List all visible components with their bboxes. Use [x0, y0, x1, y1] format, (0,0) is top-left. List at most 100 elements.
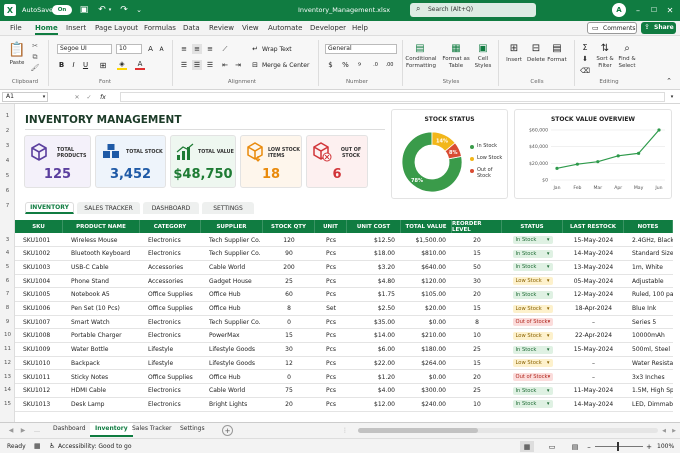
delete-cells-icon[interactable]: ⊟ [531, 42, 541, 54]
table-cell[interactable]: 10 [473, 400, 481, 408]
table-cell[interactable]: $20.00 [425, 305, 446, 312]
share-button[interactable]: ⇪ Share [641, 22, 676, 34]
table-cell[interactable]: SKU1012 [23, 387, 51, 395]
row-number[interactable]: 6 [5, 277, 10, 284]
table-cell[interactable]: Lifestyle Goods [209, 346, 256, 354]
align-right-icon[interactable]: ☰ [206, 61, 214, 69]
decrease-indent-icon[interactable]: ⇤ [222, 61, 228, 69]
tab-developer[interactable]: Developer [310, 24, 347, 32]
row-number[interactable]: 4 [5, 250, 10, 257]
table-cell[interactable]: 10000mAh [632, 332, 665, 340]
table-cell[interactable]: SKU1001 [23, 236, 51, 244]
row-number[interactable]: 7 [5, 291, 10, 298]
table-cell[interactable]: Tech Supplier Co. [209, 318, 261, 326]
scrollbar-thumb[interactable] [358, 428, 478, 433]
table-cell[interactable]: 12 [285, 359, 293, 367]
font-color-icon[interactable]: A [135, 60, 145, 70]
macro-record-icon[interactable]: ▦ [34, 442, 41, 450]
format-cells-icon[interactable]: ▤ [552, 42, 562, 54]
undo-dropdown-icon[interactable]: ▾ [108, 7, 112, 13]
table-cell[interactable]: 20 [473, 373, 481, 381]
table-cell[interactable]: – [592, 373, 595, 381]
table-row[interactable]: SKU1007 Smart Watch Electronics Tech Suppli… [15, 316, 673, 330]
table-row[interactable]: SKU1011 Sticky Notes Office Supplies Office… [15, 371, 673, 385]
user-avatar[interactable]: A [612, 3, 626, 17]
zoom-out-icon[interactable]: – [587, 442, 591, 451]
tab-view[interactable]: View [242, 24, 259, 32]
table-cell[interactable]: In Stock ▾ [502, 343, 563, 356]
table-cell[interactable]: 11-May-2024 [573, 387, 614, 395]
tab-page-layout[interactable]: Page Layout [95, 24, 138, 32]
table-cell[interactable]: $12.00 [374, 400, 395, 408]
worksheet-tab-inventory[interactable]: Inventory [90, 423, 133, 437]
increase-decimal-icon[interactable]: .0 [373, 62, 378, 68]
table-cell[interactable]: $640.00 [421, 263, 446, 271]
maximize-icon[interactable]: ☐ [650, 6, 658, 14]
table-cell[interactable]: Sticky Notes [71, 373, 109, 381]
table-cell[interactable]: 20 [285, 400, 293, 408]
table-cell[interactable]: 0 [287, 373, 291, 381]
status-dropdown-icon[interactable]: ▾ [546, 278, 550, 285]
row-number[interactable]: 8 [5, 305, 10, 311]
redo-icon[interactable]: ↷ [120, 5, 128, 15]
table-cell[interactable]: Pcs [325, 236, 337, 244]
table-cell[interactable]: Smart Watch [71, 318, 110, 326]
table-cell[interactable]: Pcs [325, 263, 337, 271]
column-header[interactable]: STATUS [502, 220, 563, 233]
bold-icon[interactable]: B [58, 61, 65, 69]
name-box[interactable]: A1 [2, 92, 48, 102]
conditional-formatting-icon[interactable]: ▤ [415, 42, 425, 54]
row-number[interactable]: 3 [5, 236, 10, 243]
table-cell[interactable]: Office Supplies [148, 373, 193, 381]
table-cell[interactable]: Desk Lamp [71, 400, 105, 408]
table-cell[interactable]: Cable World [209, 387, 246, 395]
table-cell[interactable]: SKU1013 [23, 400, 51, 408]
status-dropdown-icon[interactable]: ▾ [546, 250, 550, 257]
row-number[interactable]: 7 [5, 203, 10, 209]
table-cell[interactable]: SKU1010 [23, 359, 51, 367]
table-cell[interactable]: In Stock ▾ [502, 234, 563, 247]
column-header[interactable]: CATEGORY [140, 220, 201, 233]
table-cell[interactable]: 1.5M, High Speed [632, 387, 673, 395]
table-cell[interactable]: $14.00 [374, 332, 395, 340]
status-badge[interactable]: Low Stock ▾ [512, 359, 553, 368]
data-point[interactable] [616, 154, 620, 158]
table-cell[interactable]: 75 [285, 387, 293, 395]
normal-view-icon[interactable]: ▦ [520, 441, 534, 452]
table-cell[interactable]: SKU1011 [23, 373, 51, 381]
fill-icon[interactable]: ⬇ [582, 55, 588, 63]
column-header[interactable]: REORDER LEVEL [452, 220, 502, 233]
table-cell[interactable]: 60 [285, 291, 293, 299]
font-name-select[interactable]: Segoe UI [57, 44, 112, 54]
status-badge[interactable]: In Stock ▾ [512, 386, 553, 395]
table-cell[interactable]: $35.00 [374, 318, 395, 326]
table-cell[interactable]: Pcs [325, 277, 337, 285]
table-cell[interactable]: 18-Apr-2024 [574, 305, 613, 312]
table-row[interactable]: SKU1010 Backpack Lifestyle Lifestyle Goods 1… [15, 357, 673, 371]
table-cell[interactable]: Pcs [325, 400, 337, 408]
table-cell[interactable]: $0.00 [428, 373, 446, 381]
scroll-right-icon[interactable]: ▶ [672, 427, 676, 434]
table-cell[interactable]: 13-May-2024 [573, 263, 614, 271]
table-cell[interactable]: $6.00 [377, 346, 395, 354]
table-cell[interactable]: 8 [475, 318, 479, 326]
data-point[interactable] [596, 160, 600, 164]
table-cell[interactable]: $105.00 [421, 291, 446, 299]
cancel-entry-icon[interactable]: ✕ [74, 93, 80, 101]
column-header[interactable]: UNIT COST [347, 220, 401, 233]
search-box[interactable]: ⌕ Search (Alt+Q) [410, 3, 536, 17]
column-header[interactable]: TOTAL VALUE [401, 220, 452, 233]
page-layout-view-icon[interactable]: ▭ [548, 442, 556, 451]
find-select-button[interactable]: Find & Select [618, 56, 636, 69]
row-number[interactable]: 4 [5, 158, 10, 164]
table-cell[interactable]: Tech Supplier Co. [209, 250, 261, 258]
merge-center-button[interactable]: Merge & Center [262, 62, 310, 69]
table-cell[interactable]: Low Stock ▾ [502, 275, 563, 288]
table-cell[interactable]: 90 [285, 250, 293, 258]
table-cell[interactable]: 0 [287, 318, 291, 326]
table-cell[interactable]: $2.50 [377, 305, 395, 312]
status-dropdown-icon[interactable]: ▾ [546, 360, 550, 367]
table-cell[interactable]: Pcs [325, 359, 337, 367]
row-number[interactable]: 6 [5, 188, 10, 194]
table-cell[interactable]: 22-Apr-2024 [574, 332, 613, 340]
